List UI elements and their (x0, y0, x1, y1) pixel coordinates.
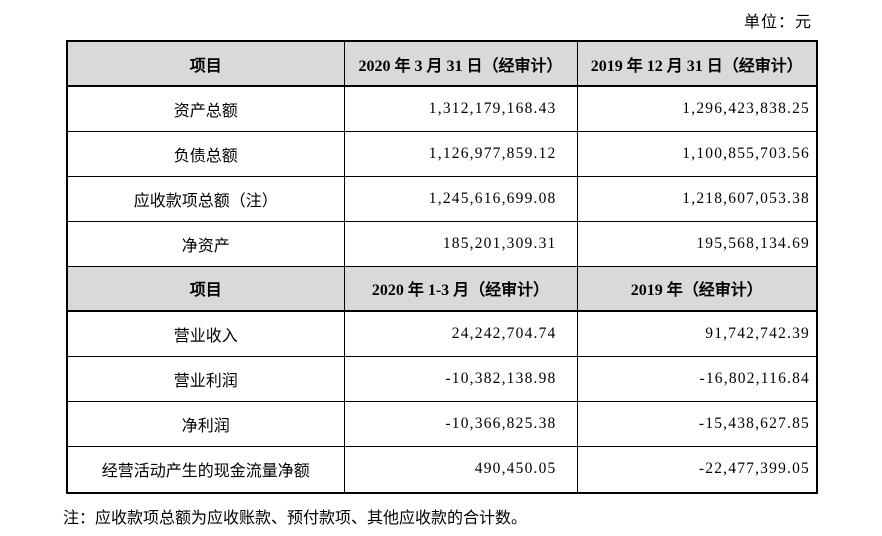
row-label: 净利润 (66, 400, 345, 447)
row-value-prior: -16,802,116.84 (576, 355, 818, 402)
row-value-prior: -22,477,399.05 (576, 445, 818, 494)
header-cell-2020-03-31: 2020 年 3 月 31 日（经审计） (343, 40, 578, 87)
row-value-prior: 1,218,607,053.38 (576, 175, 818, 222)
header-cell-2019: 2019 年（经审计） (576, 265, 818, 312)
unit-label: 单位：元 (743, 14, 812, 31)
row-label: 净资产 (66, 220, 345, 267)
financial-table: 项目 2020 年 3 月 31 日（经审计） 2019 年 12 月 31 日… (66, 40, 818, 494)
row-label: 营业利润 (66, 355, 345, 402)
table-row-total-assets: 资产总额 1,312,179,168.43 1,296,423,838.25 (66, 85, 818, 132)
row-value-prior: 1,296,423,838.25 (576, 85, 818, 132)
row-value-current: 1,245,616,699.08 (343, 175, 578, 222)
row-label: 经营活动产生的现金流量净额 (66, 445, 345, 494)
header-cell-item: 项目 (66, 40, 345, 87)
row-value-current: -10,366,825.38 (343, 400, 578, 447)
row-value-current: 24,242,704.74 (343, 310, 578, 357)
table-row-operating-profit: 营业利润 -10,382,138.98 -16,802,116.84 (66, 355, 818, 402)
row-value-current: 185,201,309.31 (343, 220, 578, 267)
row-value-prior: 195,568,134.69 (576, 220, 818, 267)
header-row-income: 项目 2020 年 1-3 月（经审计） 2019 年（经审计） (66, 265, 818, 312)
table-row-net-profit: 净利润 -10,366,825.38 -15,438,627.85 (66, 400, 818, 447)
header-row-balance: 项目 2020 年 3 月 31 日（经审计） 2019 年 12 月 31 日… (66, 40, 818, 87)
header-cell-2020-q1: 2020 年 1-3 月（经审计） (343, 265, 578, 312)
row-value-prior: 91,742,742.39 (576, 310, 818, 357)
row-value-current: 490,450.05 (343, 445, 578, 494)
row-label: 应收款项总额（注） (66, 175, 345, 222)
row-label: 资产总额 (66, 85, 345, 132)
footnote: 注：应收款项总额为应收账款、预付款项、其他应收款的合计数。 (63, 510, 528, 527)
table-row-operating-cash-flow: 经营活动产生的现金流量净额 490,450.05 -22,477,399.05 (66, 445, 818, 494)
table-row-total-liabilities: 负债总额 1,126,977,859.12 1,100,855,703.56 (66, 130, 818, 177)
row-value-current: -10,382,138.98 (343, 355, 578, 402)
table-row-net-assets: 净资产 185,201,309.31 195,568,134.69 (66, 220, 818, 267)
header-cell-2019-12-31: 2019 年 12 月 31 日（经审计） (576, 40, 818, 87)
table-row-total-receivables: 应收款项总额（注） 1,245,616,699.08 1,218,607,053… (66, 175, 818, 222)
row-label: 负债总额 (66, 130, 345, 177)
row-label: 营业收入 (66, 310, 345, 357)
row-value-current: 1,312,179,168.43 (343, 85, 578, 132)
row-value-prior: -15,438,627.85 (576, 400, 818, 447)
row-value-prior: 1,100,855,703.56 (576, 130, 818, 177)
table-row-operating-revenue: 营业收入 24,242,704.74 91,742,742.39 (66, 310, 818, 357)
header-cell-item: 项目 (66, 265, 345, 312)
row-value-current: 1,126,977,859.12 (343, 130, 578, 177)
